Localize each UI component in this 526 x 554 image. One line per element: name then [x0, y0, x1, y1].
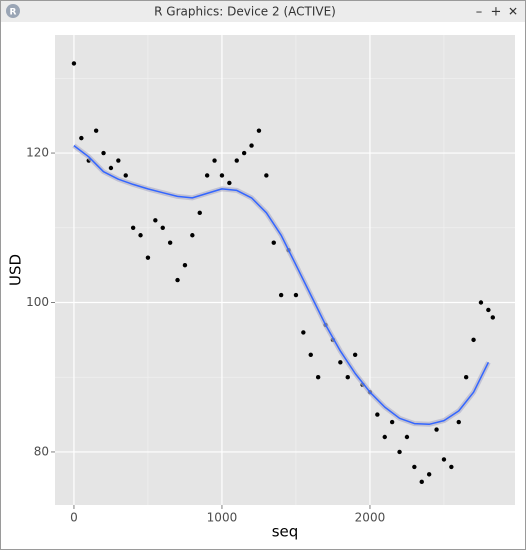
point: [101, 150, 106, 156]
r-icon-letter: R: [10, 8, 17, 18]
point: [234, 158, 239, 163]
point: [456, 419, 461, 425]
maximize-button[interactable]: +: [491, 5, 502, 20]
point: [338, 360, 343, 365]
point: [486, 307, 491, 313]
point: [160, 225, 165, 230]
x-tick-label: 2000: [355, 511, 386, 525]
point: [434, 427, 439, 432]
point: [71, 61, 77, 66]
point: [375, 412, 380, 417]
point: [441, 457, 447, 462]
point: [93, 128, 99, 133]
x-tick-label: 1000: [207, 511, 238, 525]
point: [389, 419, 395, 425]
point: [130, 225, 136, 230]
point: [138, 233, 143, 238]
point: [404, 434, 410, 440]
point: [490, 315, 495, 320]
point: [123, 173, 128, 178]
x-axis-label: seq: [272, 523, 299, 541]
point: [175, 277, 180, 283]
point: [463, 375, 469, 380]
point: [382, 434, 387, 440]
plot: 0 1000 2000 80 100 120: [26, 35, 515, 525]
point: [197, 210, 202, 216]
point: [219, 173, 225, 178]
smooth-line: [73, 145, 490, 426]
point: [478, 300, 484, 305]
y-tick-label: 80: [34, 444, 49, 458]
minimize-button[interactable]: –: [476, 5, 483, 20]
r-icon: [6, 4, 20, 18]
point: [264, 173, 269, 178]
point: [471, 337, 476, 343]
point: [153, 218, 158, 223]
window-title: R Graphics: Device 2 (ACTIVE): [154, 5, 336, 19]
point: [145, 255, 151, 260]
point: [241, 150, 247, 156]
point: [182, 262, 188, 268]
point: [352, 352, 358, 358]
title-bar: [1, 1, 525, 22]
point: [249, 143, 254, 148]
point: [315, 375, 321, 380]
panel-background: [55, 35, 515, 505]
point: [426, 472, 432, 477]
point: [271, 240, 276, 245]
point: [256, 128, 262, 133]
close-button[interactable]: ✕: [508, 5, 518, 19]
point: [345, 375, 350, 380]
point: [108, 165, 114, 171]
point: [293, 292, 299, 298]
point: [449, 464, 454, 470]
y-tick-label: 120: [26, 146, 49, 160]
point: [167, 240, 173, 245]
point: [190, 233, 195, 238]
point: [412, 464, 417, 470]
point: [419, 479, 424, 485]
y-axis-label: USD: [7, 254, 25, 286]
point: [79, 135, 84, 141]
point: [212, 158, 217, 163]
point: [301, 330, 306, 335]
x-tick-label: 0: [70, 511, 78, 525]
point: [116, 158, 121, 163]
point: [204, 173, 210, 178]
point: [308, 352, 313, 358]
y-tick-label: 100: [26, 295, 49, 309]
point: [397, 449, 402, 455]
point: [227, 180, 232, 186]
point: [278, 292, 284, 298]
